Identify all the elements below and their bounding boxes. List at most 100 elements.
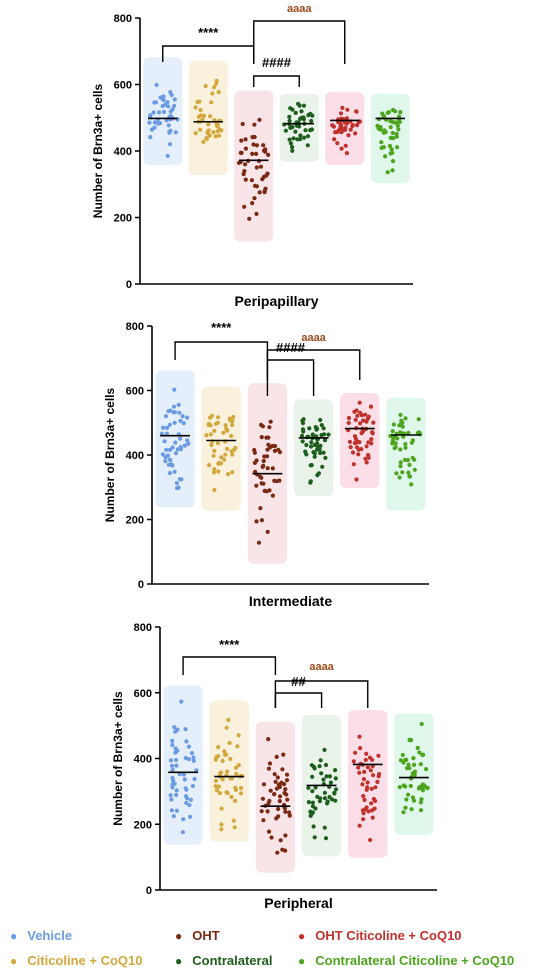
data-point	[224, 725, 229, 730]
data-point	[333, 798, 338, 803]
data-point	[250, 135, 255, 140]
data-point	[267, 425, 272, 430]
data-point	[170, 743, 175, 748]
data-point	[212, 85, 217, 90]
data-point	[364, 787, 369, 792]
data-point	[213, 784, 218, 789]
data-point	[299, 115, 304, 120]
significance-label: ****	[219, 637, 240, 652]
data-point	[184, 800, 189, 806]
data-point	[280, 767, 285, 772]
data-point	[308, 480, 313, 485]
data-point	[193, 105, 198, 110]
data-point	[209, 100, 214, 105]
data-point	[211, 470, 217, 475]
data-point	[375, 779, 380, 785]
data-point	[318, 758, 323, 763]
legend-item-contralateral-citicoline-coq10: ● Contralateral Citicoline + CoQ10	[298, 953, 514, 968]
data-point	[243, 162, 248, 167]
group-oht-citicoline-coq10	[340, 392, 380, 489]
data-point	[364, 751, 369, 756]
data-point	[197, 99, 202, 104]
data-point	[406, 470, 411, 475]
data-point	[309, 463, 314, 468]
data-point	[306, 800, 311, 805]
y-tick-label: 600	[126, 386, 144, 398]
data-point	[163, 459, 168, 464]
data-point	[398, 758, 403, 763]
data-point	[171, 814, 176, 819]
data-point	[173, 440, 178, 445]
data-point	[212, 467, 217, 472]
data-point	[310, 800, 315, 805]
data-point	[164, 118, 169, 123]
data-point	[263, 147, 268, 152]
data-point	[331, 124, 336, 129]
significance-label: ****	[211, 320, 232, 335]
data-point	[328, 780, 333, 785]
data-point	[301, 429, 306, 434]
data-point	[322, 747, 327, 753]
y-tick-label: 800	[114, 13, 132, 25]
data-point	[366, 440, 371, 445]
data-point	[222, 749, 227, 754]
data-point	[160, 103, 165, 109]
bracket-line	[274, 680, 369, 708]
data-point	[357, 770, 362, 775]
data-point	[347, 439, 353, 444]
group-vehicle	[155, 370, 195, 508]
data-point	[366, 455, 371, 460]
data-point	[193, 131, 198, 136]
data-point	[259, 518, 264, 523]
data-point	[415, 745, 420, 751]
data-point	[401, 810, 406, 815]
data-point	[178, 445, 183, 450]
data-point	[322, 438, 328, 443]
data-point	[403, 442, 408, 447]
data-point	[163, 414, 168, 419]
data-point	[419, 721, 424, 727]
data-point	[416, 417, 421, 422]
data-point	[317, 799, 322, 804]
data-point	[161, 98, 166, 103]
data-point	[148, 135, 153, 140]
data-point	[250, 201, 255, 206]
y-tick-label: 400	[114, 146, 132, 158]
data-point	[187, 803, 192, 808]
data-point	[219, 455, 224, 460]
data-point	[227, 740, 232, 746]
data-point	[198, 107, 203, 113]
data-point	[164, 431, 169, 436]
data-point	[175, 447, 180, 452]
data-point	[275, 850, 280, 855]
data-point	[290, 145, 295, 150]
data-point	[309, 812, 314, 817]
data-point	[179, 699, 184, 704]
data-point	[182, 777, 187, 782]
data-point	[171, 778, 176, 784]
y-tick-label: 0	[138, 579, 144, 591]
data-point	[308, 128, 313, 133]
data-point	[220, 758, 225, 764]
data-point	[188, 797, 193, 803]
data-point	[321, 450, 326, 455]
data-point	[389, 147, 394, 152]
data-point	[277, 450, 282, 455]
data-point	[418, 808, 424, 813]
bracket-line	[253, 20, 346, 64]
data-point	[391, 120, 397, 125]
data-point	[369, 437, 374, 442]
data-point	[293, 129, 298, 134]
data-point	[247, 216, 252, 221]
data-point	[256, 540, 262, 545]
significance-bracket: ****	[182, 637, 277, 675]
data-point	[168, 90, 173, 95]
data-point	[411, 772, 417, 778]
data-point	[412, 467, 417, 472]
group-halo	[293, 399, 334, 497]
data-point	[371, 420, 376, 425]
data-point	[283, 787, 288, 792]
group-contralateral-citicoline-coq10	[386, 397, 426, 511]
data-point	[394, 471, 399, 476]
data-point	[233, 445, 238, 451]
